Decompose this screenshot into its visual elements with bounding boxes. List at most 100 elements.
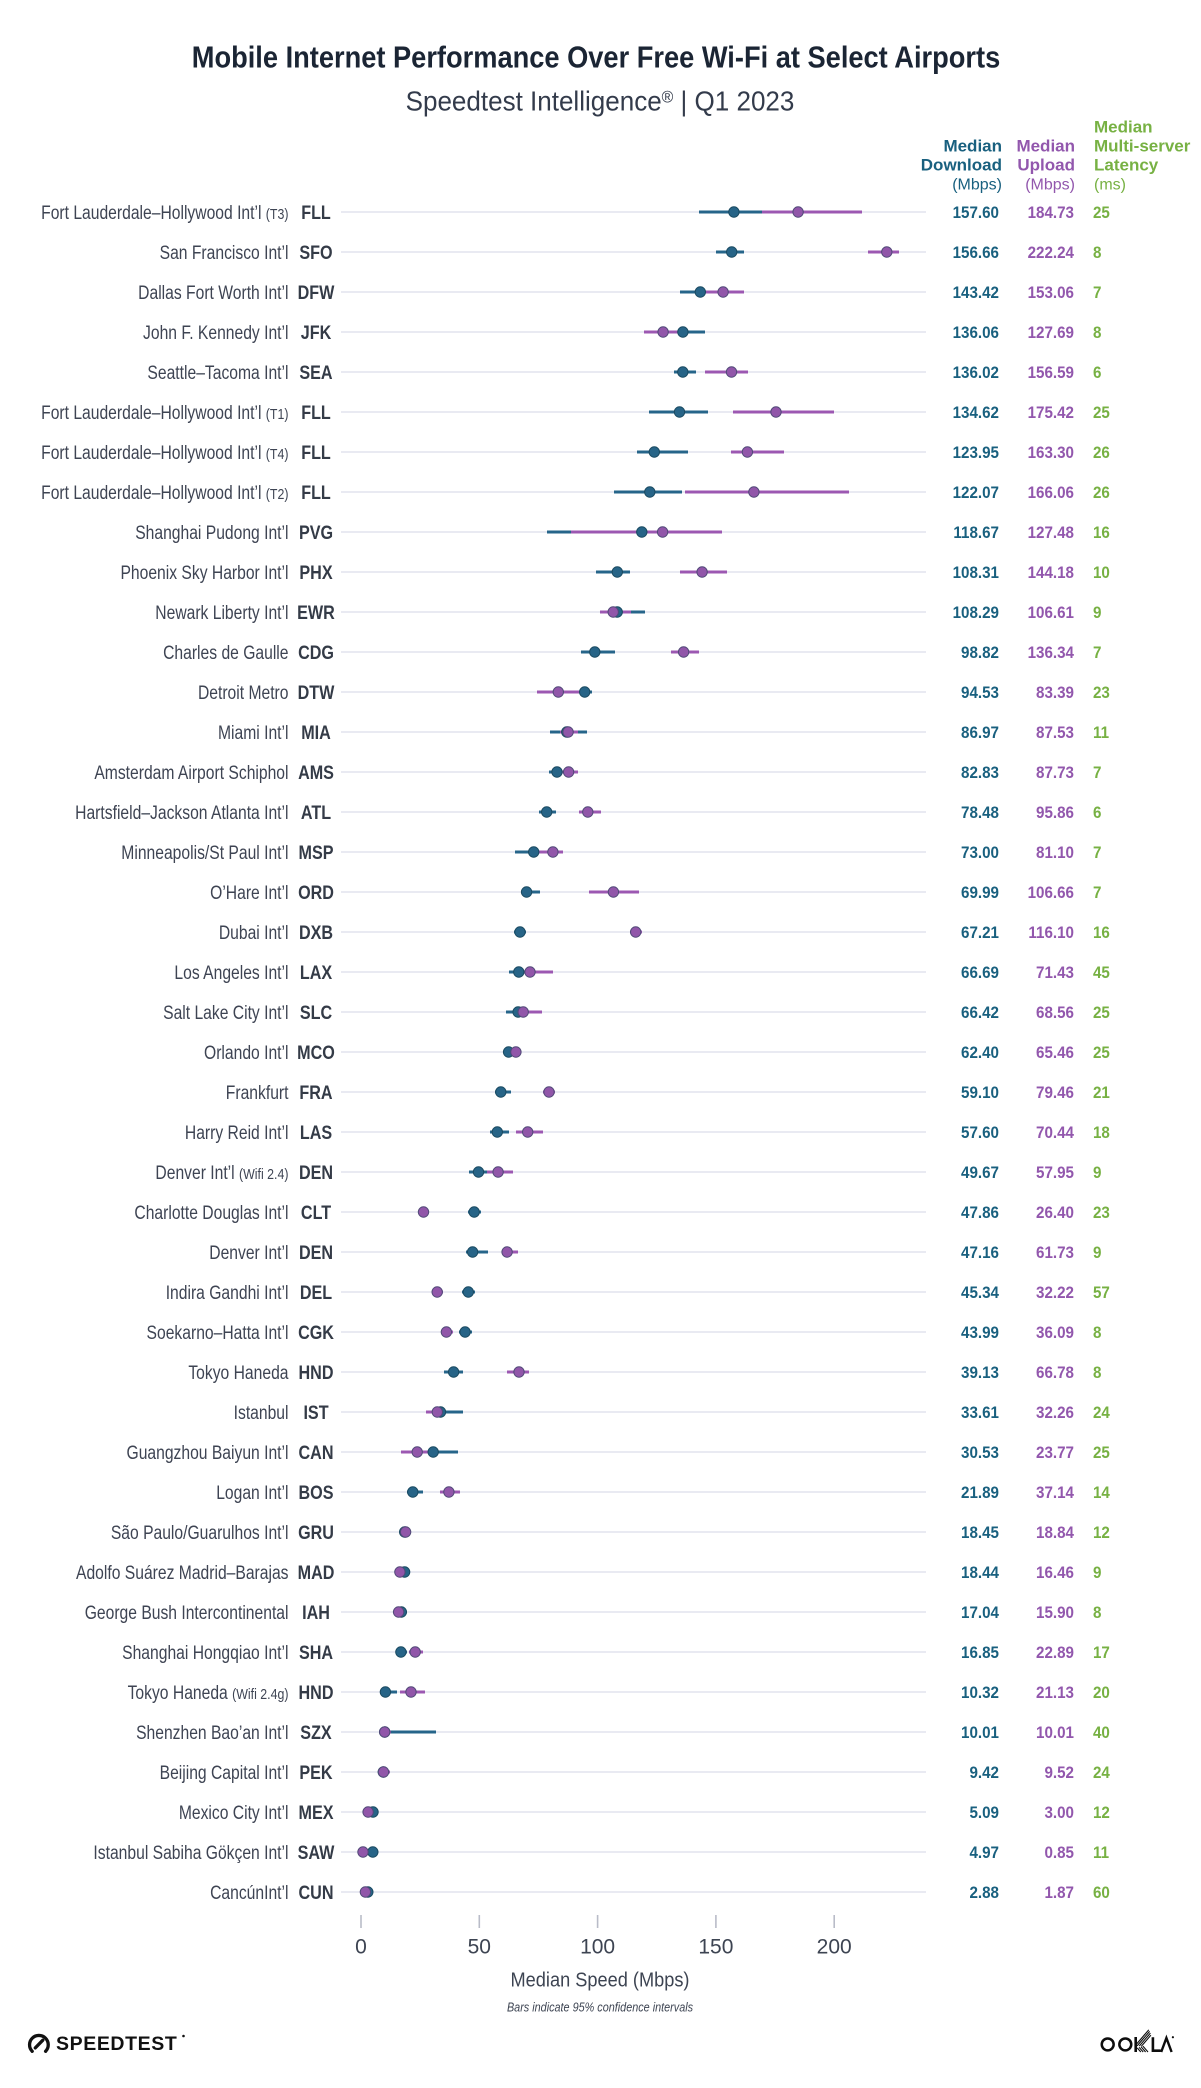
svg-text:57.60: 57.60	[961, 1124, 999, 1142]
svg-text:George Bush Intercontinental: George Bush Intercontinental	[85, 1602, 289, 1624]
svg-text:Shenzhen Bao’an Int’l: Shenzhen Bao’an Int’l	[136, 1722, 288, 1744]
svg-text:9: 9	[1093, 1244, 1102, 1262]
svg-text:8: 8	[1093, 1364, 1102, 1382]
svg-text:Median: Median	[943, 137, 1002, 156]
svg-text:136.34: 136.34	[1028, 644, 1075, 662]
svg-text:PHX: PHX	[299, 562, 332, 584]
svg-text:DEL: DEL	[300, 1282, 333, 1304]
svg-text:DTW: DTW	[298, 682, 335, 704]
svg-text:32.26: 32.26	[1036, 1404, 1074, 1422]
svg-text:9.42: 9.42	[969, 1764, 999, 1782]
svg-text:MEX: MEX	[299, 1802, 334, 1824]
svg-text:9.52: 9.52	[1044, 1764, 1074, 1782]
svg-text:134.62: 134.62	[953, 404, 1000, 422]
svg-text:21.13: 21.13	[1036, 1684, 1074, 1702]
svg-text:SZX: SZX	[300, 1722, 332, 1744]
svg-text:136.06: 136.06	[953, 324, 1000, 342]
svg-text:Detroit Metro: Detroit Metro	[198, 682, 289, 704]
svg-text:Tokyo Haneda (Wifi 2.4g): Tokyo Haneda (Wifi 2.4g)	[128, 1682, 289, 1704]
svg-text:26: 26	[1093, 484, 1110, 502]
svg-text:69.99: 69.99	[961, 884, 999, 902]
svg-text:Latency: Latency	[1094, 156, 1159, 175]
svg-text:SPEEDTEST: SPEEDTEST	[56, 2033, 177, 2055]
svg-text:FRA: FRA	[299, 1082, 332, 1104]
svg-text:Istanbul: Istanbul	[234, 1402, 289, 1424]
svg-text:SEA: SEA	[299, 362, 332, 384]
svg-text:36.09: 36.09	[1036, 1324, 1074, 1342]
svg-text:17.04: 17.04	[961, 1604, 999, 1622]
svg-text:7: 7	[1093, 644, 1102, 662]
svg-text:62.40: 62.40	[961, 1044, 999, 1062]
svg-text:Newark Liberty Int’l: Newark Liberty Int’l	[155, 602, 288, 624]
svg-text:CancúnInt’l: CancúnInt’l	[210, 1882, 288, 1904]
svg-text:Charles de Gaulle: Charles de Gaulle	[163, 642, 288, 664]
svg-text:222.24: 222.24	[1028, 244, 1075, 262]
svg-text:GRU: GRU	[298, 1522, 334, 1544]
svg-text:14: 14	[1093, 1484, 1110, 1502]
svg-text:32.22: 32.22	[1036, 1284, 1074, 1302]
svg-text:156.59: 156.59	[1028, 364, 1075, 382]
svg-text:23.77: 23.77	[1036, 1444, 1074, 1462]
svg-text:67.21: 67.21	[961, 924, 999, 942]
svg-text:CGK: CGK	[298, 1322, 334, 1344]
svg-text:143.42: 143.42	[953, 284, 1000, 302]
svg-text:CUN: CUN	[299, 1882, 334, 1904]
svg-text:MSP: MSP	[299, 842, 334, 864]
svg-text:CDG: CDG	[298, 642, 334, 664]
svg-text:79.46: 79.46	[1036, 1084, 1074, 1102]
svg-text:17: 17	[1093, 1644, 1110, 1662]
svg-text:25: 25	[1093, 1044, 1110, 1062]
svg-text:60: 60	[1093, 1884, 1110, 1902]
svg-text:HND: HND	[299, 1362, 334, 1384]
svg-text:78.48: 78.48	[961, 804, 999, 822]
svg-text:87.73: 87.73	[1036, 764, 1074, 782]
svg-text:Guangzhou Baiyun Int’l: Guangzhou Baiyun Int’l	[127, 1442, 289, 1464]
svg-text:LAX: LAX	[300, 962, 333, 984]
svg-text:70.44: 70.44	[1036, 1124, 1074, 1142]
svg-text:73.00: 73.00	[961, 844, 999, 862]
svg-text:Adolfo Suárez Madrid–Barajas: Adolfo Suárez Madrid–Barajas	[76, 1562, 289, 1584]
svg-text:150: 150	[698, 1936, 733, 1959]
svg-text:100: 100	[580, 1936, 615, 1959]
svg-text:8: 8	[1093, 1324, 1102, 1342]
svg-text:4.97: 4.97	[969, 1844, 999, 1862]
svg-text:8: 8	[1093, 1604, 1102, 1622]
svg-text:87.53: 87.53	[1036, 724, 1074, 742]
svg-text:16: 16	[1093, 924, 1110, 942]
svg-text:Hartsfield–Jackson Atlanta Int: Hartsfield–Jackson Atlanta Int’l	[75, 802, 288, 824]
svg-text:9: 9	[1093, 604, 1102, 622]
svg-text:200: 200	[817, 1936, 852, 1959]
svg-text:8: 8	[1093, 324, 1102, 342]
svg-text:156.66: 156.66	[953, 244, 1000, 262]
svg-text:0.85: 0.85	[1044, 1844, 1074, 1862]
svg-text:Speedtest Intelligence® | Q1 2: Speedtest Intelligence® | Q1 2023	[406, 86, 795, 117]
svg-text:(Mbps): (Mbps)	[952, 177, 1002, 194]
svg-text:IST: IST	[303, 1402, 328, 1424]
svg-text:Shanghai Pudong Int’l: Shanghai Pudong Int’l	[135, 522, 288, 544]
svg-text:EWR: EWR	[297, 602, 335, 624]
svg-text:ATL: ATL	[301, 802, 331, 824]
svg-text:144.18: 144.18	[1028, 564, 1075, 582]
svg-text:JFK: JFK	[301, 322, 332, 344]
svg-text:18.44: 18.44	[961, 1564, 999, 1582]
svg-text:66.78: 66.78	[1036, 1364, 1074, 1382]
svg-text:25: 25	[1093, 1444, 1110, 1462]
svg-text:Beijing Capital Int’l: Beijing Capital Int’l	[160, 1762, 289, 1784]
svg-text:10: 10	[1093, 564, 1110, 582]
svg-text:98.82: 98.82	[961, 644, 999, 662]
svg-text:Fort Lauderdale–Hollywood Int’: Fort Lauderdale–Hollywood Int’l (T3)	[41, 202, 288, 224]
svg-text:FLL: FLL	[301, 402, 331, 424]
svg-text:Phoenix Sky Harbor Int’l: Phoenix Sky Harbor Int’l	[120, 562, 288, 584]
svg-text:163.30: 163.30	[1028, 444, 1075, 462]
svg-text:6: 6	[1093, 804, 1102, 822]
svg-text:16.46: 16.46	[1036, 1564, 1074, 1582]
svg-text:Upload: Upload	[1017, 156, 1075, 175]
svg-text:86.97: 86.97	[961, 724, 999, 742]
svg-text:106.66: 106.66	[1028, 884, 1075, 902]
svg-text:IAH: IAH	[302, 1602, 330, 1624]
svg-text:6: 6	[1093, 364, 1102, 382]
svg-text:Frankfurt: Frankfurt	[226, 1082, 289, 1104]
svg-text:MIA: MIA	[301, 722, 331, 744]
svg-text:47.86: 47.86	[961, 1204, 999, 1222]
svg-text:0: 0	[355, 1936, 367, 1959]
